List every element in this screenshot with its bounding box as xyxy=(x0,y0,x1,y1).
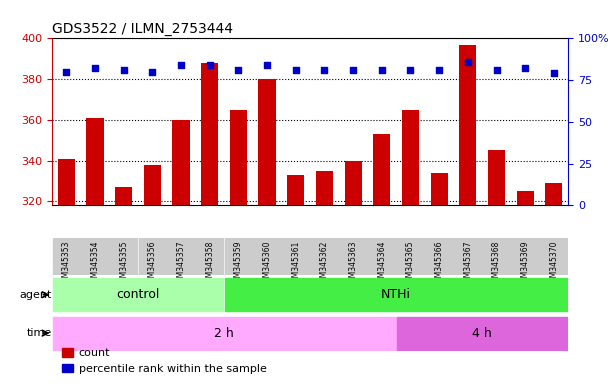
Point xyxy=(147,69,157,75)
Point xyxy=(521,65,530,71)
Bar xyxy=(345,161,362,205)
Text: GSM345367: GSM345367 xyxy=(463,241,472,288)
Bar xyxy=(282,238,310,275)
Text: GSM345357: GSM345357 xyxy=(177,241,186,288)
Point xyxy=(205,62,214,68)
Bar xyxy=(110,238,137,275)
Text: GSM345368: GSM345368 xyxy=(492,241,501,287)
Bar xyxy=(115,187,132,205)
Bar xyxy=(81,238,109,275)
Point xyxy=(90,65,100,71)
Bar xyxy=(431,173,448,205)
Bar xyxy=(86,118,104,205)
Bar xyxy=(397,317,568,349)
Text: GSM345356: GSM345356 xyxy=(148,241,157,288)
Text: GSM345362: GSM345362 xyxy=(320,241,329,287)
Bar xyxy=(53,238,80,275)
Bar xyxy=(167,238,195,275)
Text: GSM345358: GSM345358 xyxy=(205,241,214,287)
Text: GSM345363: GSM345363 xyxy=(349,241,357,288)
Point xyxy=(119,67,128,73)
Bar xyxy=(483,238,510,275)
Bar xyxy=(397,238,424,275)
Bar xyxy=(540,238,568,275)
Point xyxy=(463,59,473,65)
Point xyxy=(377,67,387,73)
Text: GSM345370: GSM345370 xyxy=(549,241,558,288)
Text: 2 h: 2 h xyxy=(214,327,234,339)
Text: GSM345365: GSM345365 xyxy=(406,241,415,288)
Bar xyxy=(488,151,505,205)
Point xyxy=(262,62,272,68)
Bar xyxy=(511,238,539,275)
Text: agent: agent xyxy=(20,290,52,300)
Bar xyxy=(368,238,395,275)
Bar xyxy=(225,238,252,275)
Text: GDS3522 / ILMN_2753444: GDS3522 / ILMN_2753444 xyxy=(52,22,233,36)
Bar xyxy=(172,120,189,205)
Bar xyxy=(57,159,75,205)
Bar xyxy=(373,134,390,205)
Bar xyxy=(517,191,534,205)
Point xyxy=(320,67,329,73)
Text: GSM345364: GSM345364 xyxy=(377,241,386,288)
Text: GSM345369: GSM345369 xyxy=(521,241,530,288)
Point xyxy=(233,67,243,73)
Text: GSM345354: GSM345354 xyxy=(90,241,100,288)
Text: GSM345360: GSM345360 xyxy=(263,241,271,288)
Point xyxy=(406,67,415,73)
Point xyxy=(291,67,301,73)
Bar xyxy=(258,79,276,205)
Point xyxy=(176,62,186,68)
Bar xyxy=(459,45,477,205)
Point xyxy=(549,70,559,76)
Bar xyxy=(230,110,247,205)
Bar xyxy=(53,317,395,349)
Text: 4 h: 4 h xyxy=(472,327,492,339)
Bar xyxy=(310,238,338,275)
Bar xyxy=(425,238,453,275)
Bar xyxy=(196,238,224,275)
Bar xyxy=(545,183,563,205)
Bar xyxy=(139,238,166,275)
Text: GSM345361: GSM345361 xyxy=(291,241,300,287)
Bar xyxy=(254,238,281,275)
Text: GSM345353: GSM345353 xyxy=(62,241,71,288)
Bar xyxy=(225,278,568,311)
Bar xyxy=(53,278,224,311)
Point xyxy=(434,67,444,73)
Bar xyxy=(454,238,481,275)
Text: GSM345366: GSM345366 xyxy=(434,241,444,288)
Text: control: control xyxy=(116,288,159,301)
Text: GSM345359: GSM345359 xyxy=(234,241,243,288)
Bar xyxy=(144,165,161,205)
Bar xyxy=(316,171,333,205)
Bar xyxy=(402,110,419,205)
Bar xyxy=(201,63,218,205)
Bar xyxy=(339,238,367,275)
Point xyxy=(348,67,358,73)
Point xyxy=(492,67,502,73)
Bar xyxy=(287,175,304,205)
Text: time: time xyxy=(27,328,52,338)
Point xyxy=(61,69,71,75)
Text: NTHi: NTHi xyxy=(381,288,411,301)
Text: GSM345355: GSM345355 xyxy=(119,241,128,288)
Legend: count, percentile rank within the sample: count, percentile rank within the sample xyxy=(57,344,271,379)
